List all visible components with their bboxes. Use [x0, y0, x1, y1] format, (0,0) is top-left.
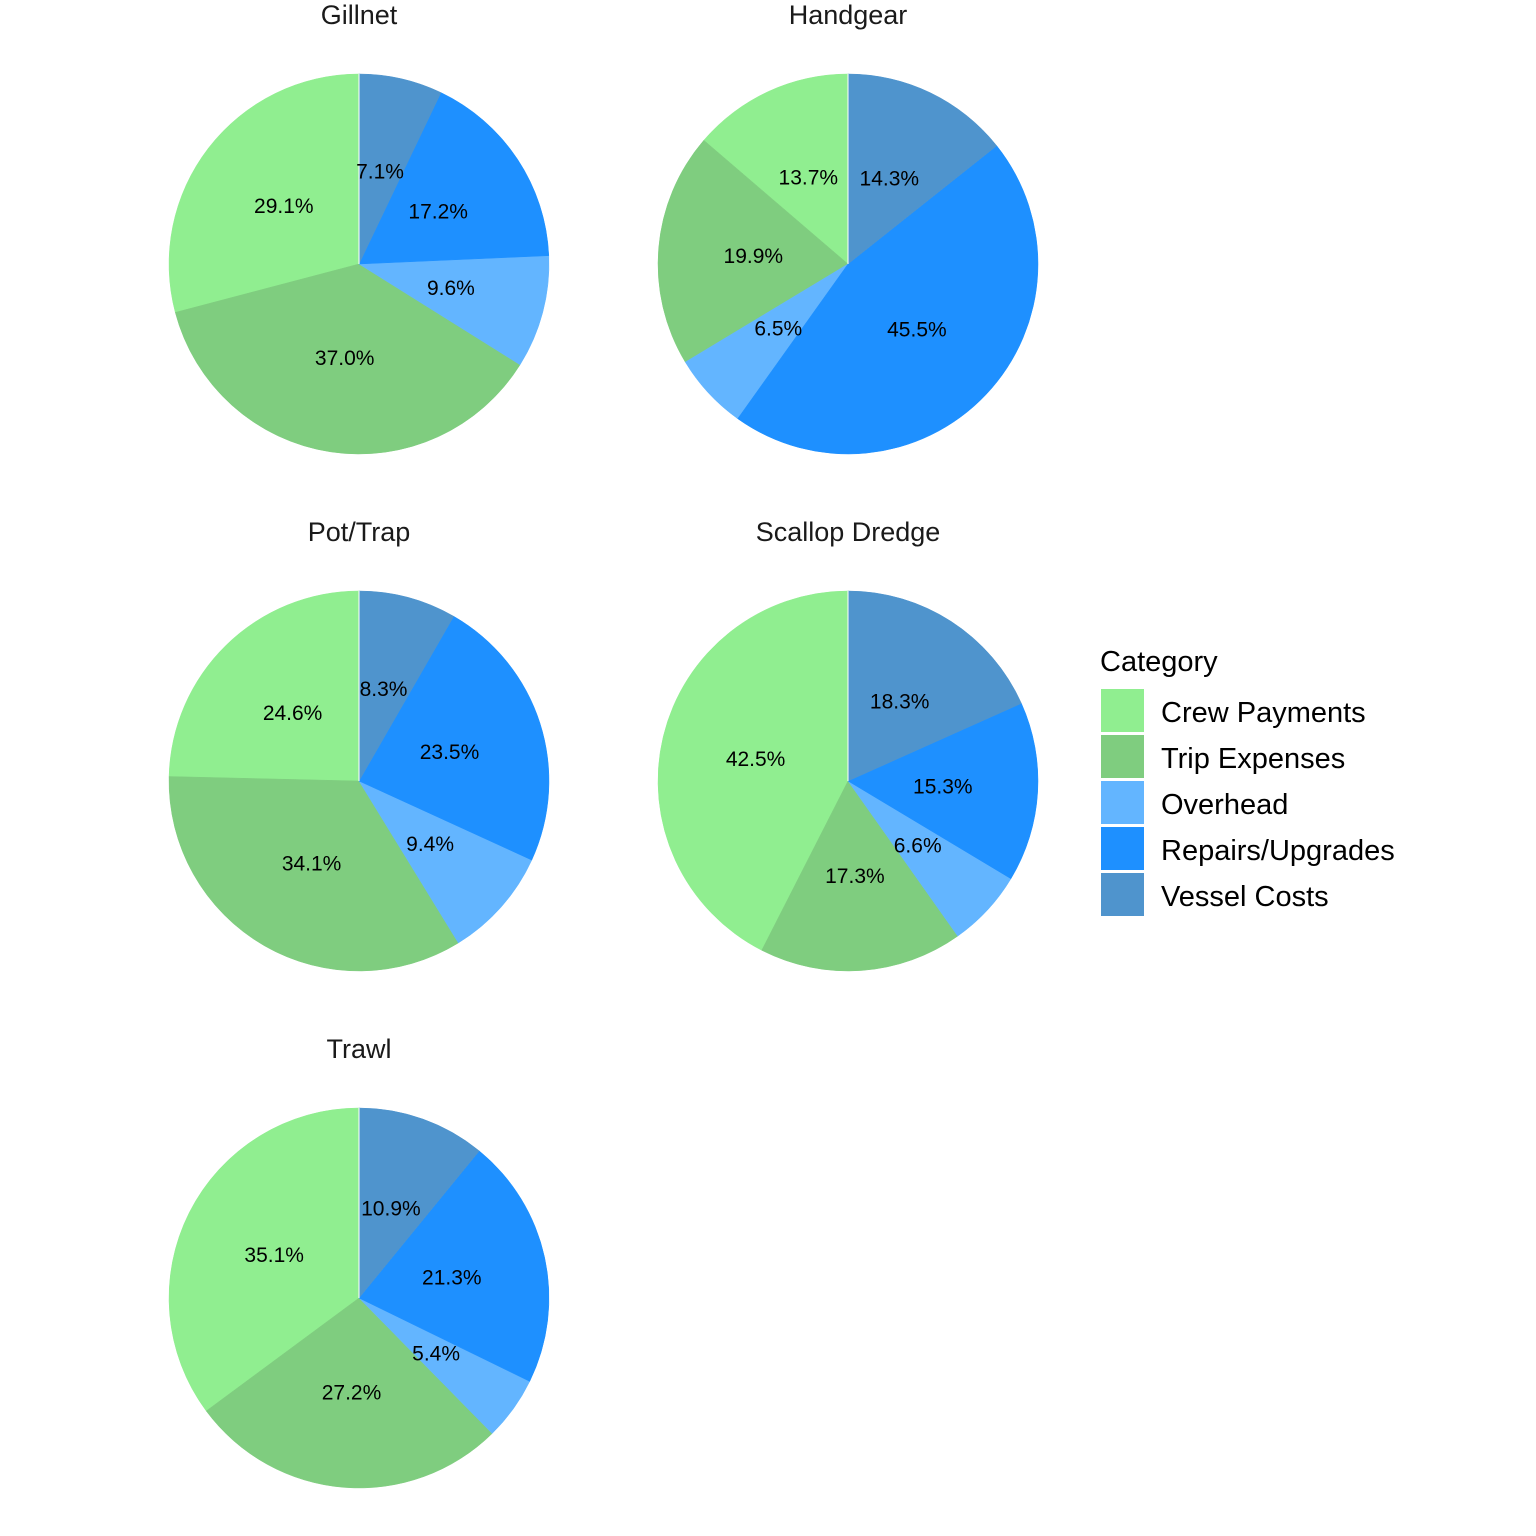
slice-scallop-dredge-repairs-upgrades — [847, 703, 1039, 880]
pct-label-pot-trap-crew-payments: 24.6% — [263, 702, 323, 725]
pct-label-gillnet-repairs-upgrades: 17.2% — [408, 201, 468, 224]
slice-gillnet-overhead — [358, 255, 550, 366]
slice-gillnet-repairs-upgrades — [358, 92, 550, 265]
legend-label-crew-payments: Crew Payments — [1161, 697, 1366, 729]
pct-label-handgear-overhead: 6.5% — [754, 318, 802, 341]
legend-items: Crew Payments Trip Expenses Overhead Repair… — [1101, 689, 1395, 916]
slice-trawl-crew-payments — [168, 1107, 360, 1412]
slice-handgear-vessel-costs — [847, 73, 998, 265]
pie-handgear: Handgear 13.7% 19.9% 6.5% 45.5% 14.3% — [657, 0, 1039, 455]
pct-label-trawl-vessel-costs: 10.9% — [361, 1198, 421, 1221]
pct-label-gillnet-overhead: 9.6% — [427, 277, 475, 300]
slice-handgear-trip-expenses — [657, 139, 849, 363]
pct-label-handgear-crew-payments: 13.7% — [779, 167, 839, 190]
pct-label-trawl-trip-expenses: 27.2% — [322, 1382, 382, 1405]
facets-group: Gillnet 29.1% 37.0% 9.6% 17.2%7.1% Handgear 13… — [168, 0, 1039, 1489]
pct-label-handgear-repairs-upgrades: 45.5% — [887, 318, 947, 341]
slice-trawl-repairs-upgrades — [358, 1150, 550, 1382]
slice-pot-trap-vessel-costs — [358, 590, 455, 782]
pie-trawl: Trawl 35.1% 27.2% 5.4% 21.3% 10.9% — [168, 1034, 550, 1489]
slice-pot-trap-repairs-upgrades — [358, 615, 550, 861]
facet-title-trawl: Trawl — [327, 1034, 392, 1064]
pct-label-trawl-crew-payments: 35.1% — [244, 1244, 304, 1267]
pct-label-gillnet-vessel-costs: 7.1% — [356, 160, 404, 183]
slice-scallop-dredge-trip-expenses — [761, 780, 959, 972]
pct-label-gillnet-crew-payments: 29.1% — [254, 195, 314, 218]
pct-label-pot-trap-vessel-costs: 8.3% — [360, 678, 408, 701]
facet-title-pot-trap: Pot/Trap — [308, 517, 411, 547]
slice-scallop-dredge-crew-payments — [657, 590, 849, 951]
slice-handgear-crew-payments — [703, 73, 849, 265]
facet-title-gillnet: Gillnet — [321, 0, 398, 30]
pct-label-trawl-repairs-upgrades: 21.3% — [422, 1267, 482, 1290]
legend-label-vessel-costs: Vessel Costs — [1161, 881, 1329, 913]
slice-gillnet-crew-payments — [168, 73, 360, 313]
legend-key-trip-expenses — [1101, 735, 1144, 778]
slice-trawl-trip-expenses — [205, 1297, 493, 1489]
legend-title: Category — [1100, 646, 1218, 678]
pct-label-handgear-vessel-costs: 14.3% — [860, 167, 920, 190]
pct-label-scallop-dredge-repairs-upgrades: 15.3% — [913, 776, 973, 799]
pct-label-handgear-trip-expenses: 19.9% — [724, 245, 784, 268]
slice-pot-trap-overhead — [358, 780, 533, 944]
legend-label-trip-expenses: Trip Expenses — [1161, 743, 1345, 775]
pie-gillnet: Gillnet 29.1% 37.0% 9.6% 17.2%7.1% — [168, 0, 550, 455]
pct-label-pot-trap-overhead: 9.4% — [406, 833, 454, 856]
pct-label-trawl-overhead: 5.4% — [412, 1343, 460, 1366]
pct-label-gillnet-trip-expenses: 37.0% — [315, 347, 375, 370]
slice-handgear-repairs-upgrades — [737, 145, 1039, 455]
legend-key-repairs-upgrades — [1101, 827, 1144, 870]
pie-pot-trap: Pot/Trap 24.6% 34.1% 9.4% 23.5% 8.3% — [168, 517, 550, 972]
legend-label-overhead: Overhead — [1161, 789, 1288, 821]
pct-label-scallop-dredge-overhead: 6.6% — [894, 835, 942, 858]
slice-pot-trap-crew-payments — [168, 590, 360, 782]
pct-label-scallop-dredge-crew-payments: 42.5% — [726, 748, 786, 771]
legend-key-vessel-costs — [1101, 873, 1144, 916]
legend-key-overhead — [1101, 781, 1144, 824]
slice-scallop-dredge-vessel-costs — [847, 590, 1022, 782]
facet-title-handgear: Handgear — [789, 0, 908, 30]
slice-trawl-vessel-costs — [358, 1107, 480, 1299]
pct-label-scallop-dredge-vessel-costs: 18.3% — [870, 690, 930, 713]
pct-label-pot-trap-repairs-upgrades: 23.5% — [420, 741, 480, 764]
legend-key-crew-payments — [1101, 689, 1144, 732]
pie-scallop-dredge: Scallop Dredge 42.5% 17.3% 6.6% 15.3% 18.3% — [657, 517, 1039, 972]
facet-title-scallop-dredge: Scallop Dredge — [756, 517, 941, 547]
pct-label-pot-trap-trip-expenses: 34.1% — [282, 852, 342, 875]
pct-label-scallop-dredge-trip-expenses: 17.3% — [825, 865, 885, 888]
slice-gillnet-trip-expenses — [174, 263, 521, 455]
legend: Category Crew Payments Trip Expenses Overh… — [1100, 646, 1395, 916]
legend-label-repairs-upgrades: Repairs/Upgrades — [1161, 835, 1395, 867]
